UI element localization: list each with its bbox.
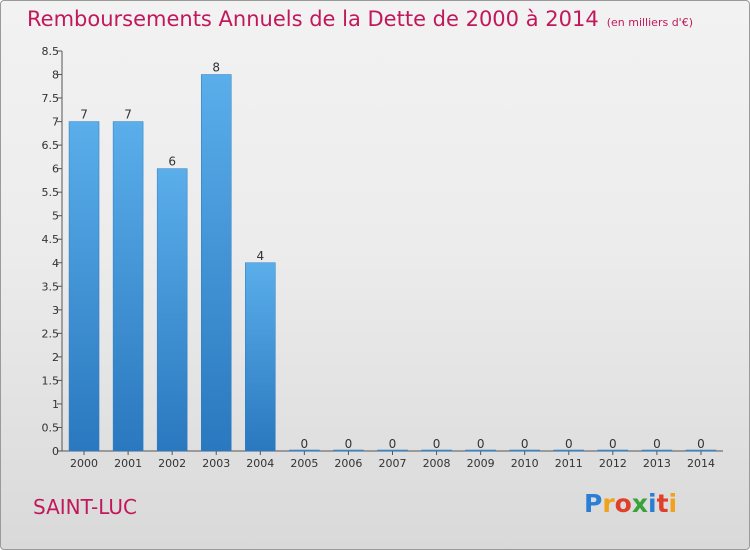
bar (245, 262, 276, 452)
y-tick-label: 8.5 (42, 45, 60, 58)
bar-value-label: 4 (256, 249, 264, 263)
x-tick-label: 2002 (158, 457, 186, 470)
bar (597, 449, 629, 452)
chart-unit: (en milliers d'€) (606, 16, 693, 29)
y-tick-label: 0 (52, 445, 59, 458)
bar (641, 449, 673, 452)
bar-value-label: 0 (609, 437, 617, 451)
logo-letter: x (631, 489, 648, 518)
chart-title-text: Remboursements Annuels de la Dette de 20… (27, 7, 599, 31)
x-tick-label: 2006 (334, 457, 362, 470)
bar-value-label: 0 (697, 437, 705, 451)
y-tick-label: 4 (52, 257, 59, 270)
logo-letter: o (614, 489, 632, 518)
proxiti-logo: Proxiti (584, 489, 677, 518)
y-tick-label: 6.5 (42, 139, 60, 152)
bar-value-label: 0 (565, 437, 573, 451)
x-tick-label: 2012 (599, 457, 627, 470)
bar-value-label: 0 (521, 437, 529, 451)
x-tick-label: 2004 (246, 457, 274, 470)
logo-letter: r (602, 489, 615, 518)
bar-value-label: 0 (653, 437, 661, 451)
y-tick-label: 5 (52, 210, 59, 223)
bar-value-label: 6 (168, 155, 176, 169)
logo-letter: i (648, 489, 657, 518)
y-tick-label: 8 (52, 69, 59, 82)
chart-title: Remboursements Annuels de la Dette de 20… (27, 7, 693, 31)
bar-value-label: 0 (301, 437, 309, 451)
bar-value-label: 0 (345, 437, 353, 451)
x-tick-label: 2013 (643, 457, 671, 470)
bar (465, 449, 496, 452)
x-tick-label: 2014 (687, 457, 715, 470)
y-tick-label: 6 (52, 163, 59, 176)
x-tick-label: 2010 (511, 457, 539, 470)
x-tick-label: 2001 (114, 457, 142, 470)
bar-value-label: 7 (80, 108, 88, 122)
bar-value-label: 0 (433, 437, 441, 451)
logo-letter: P (584, 489, 603, 518)
x-tick-label: 2003 (202, 457, 230, 470)
y-tick-label: 7 (52, 116, 59, 129)
bar-value-label: 8 (212, 61, 220, 75)
x-tick-label: 2011 (555, 457, 583, 470)
x-tick-label: 2009 (467, 457, 495, 470)
bar (553, 449, 585, 452)
bar-value-label: 0 (477, 437, 485, 451)
bar-value-label: 7 (124, 108, 132, 122)
y-tick-label: 7.5 (42, 92, 60, 105)
y-tick-label: 3.5 (42, 280, 60, 293)
x-tick-label: 2005 (290, 457, 318, 470)
bar (112, 121, 144, 452)
bar (333, 449, 364, 452)
y-tick-label: 0.5 (42, 421, 60, 434)
chart-bars (68, 74, 717, 452)
bar (421, 449, 452, 452)
bar (289, 449, 320, 452)
y-tick-label: 1 (52, 398, 59, 411)
x-tick-label: 2007 (379, 457, 407, 470)
chart-axes: 0 0.5 1 1.5 2 2.5 3 3.5 4 4.5 5 5.5 6 6.5 7 7.5 8 8.5 (42, 45, 723, 458)
x-tick-label: 2008 (423, 457, 451, 470)
bar (685, 449, 717, 452)
bar (68, 121, 100, 452)
y-tick-label: 3 (52, 304, 59, 317)
y-tick-label: 2.5 (42, 327, 60, 340)
bar (377, 449, 408, 452)
y-tick-label: 5.5 (42, 186, 60, 199)
x-tick-label: 2000 (70, 457, 98, 470)
chart-labels: 7 2000 7 2001 6 2002 8 2003 4 2004 0 2005 0 2006 0 2007… (70, 61, 715, 470)
bar (156, 168, 188, 452)
commune-name: SAINT-LUC (33, 495, 137, 519)
y-tick-label: 1.5 (42, 374, 60, 387)
y-tick-label: 2 (52, 351, 59, 364)
y-tick-label: 4.5 (42, 233, 60, 246)
bar (509, 449, 540, 452)
logo-letter: i (668, 489, 678, 518)
logo-letter: t (656, 489, 669, 518)
bar-value-label: 0 (389, 437, 397, 451)
bar (200, 74, 232, 452)
